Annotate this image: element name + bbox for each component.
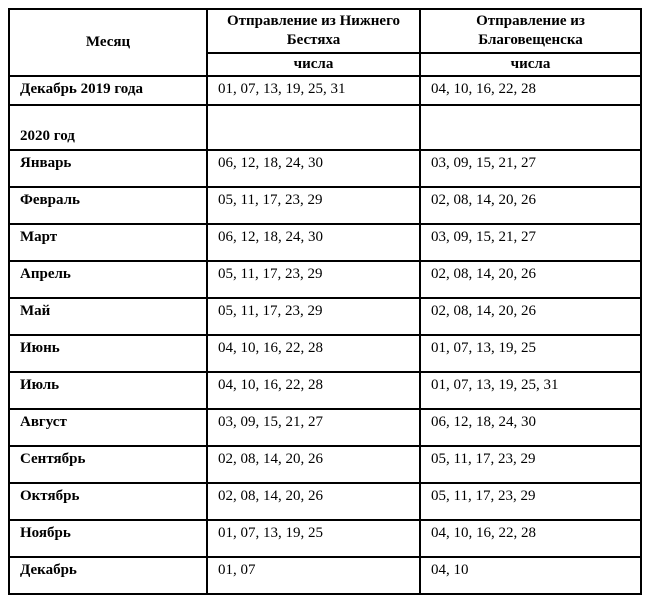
table-row-september: Сентябрь 02, 08, 14, 20, 26 05, 11, 17, … xyxy=(8,444,642,484)
table-row-january: Январь 06, 12, 18, 24, 30 03, 09, 15, 21… xyxy=(8,148,642,188)
empty-cell xyxy=(206,103,421,151)
bestyakh-dates-cell: 01, 07 xyxy=(206,555,421,595)
month-cell: Декабрь 2019 года xyxy=(8,74,208,106)
month-cell: Октябрь xyxy=(8,481,208,521)
month-cell: Ноябрь xyxy=(8,518,208,558)
header-month: Месяц xyxy=(8,8,208,77)
table-row-may: Май 05, 11, 17, 23, 29 02, 08, 14, 20, 2… xyxy=(8,296,642,336)
header-row-sub: числа числа xyxy=(9,51,642,77)
blagoveshchensk-dates-cell: 03, 09, 15, 21, 27 xyxy=(419,148,642,188)
header-blagoveshchensk-sub: числа xyxy=(419,51,642,77)
month-cell: Июль xyxy=(8,370,208,410)
bestyakh-dates-cell: 04, 10, 16, 22, 28 xyxy=(206,370,421,410)
blagoveshchensk-dates-cell: 04, 10 xyxy=(419,555,642,595)
header-bestyakh-sub: числа xyxy=(206,51,421,77)
bestyakh-dates-cell: 05, 11, 17, 23, 29 xyxy=(206,185,421,225)
month-cell: Март xyxy=(8,222,208,262)
header-blagoveshchensk-title: Отправление из Благовещенска xyxy=(419,8,642,54)
bestyakh-dates-cell: 02, 08, 14, 20, 26 xyxy=(206,444,421,484)
blagoveshchensk-dates-cell: 01, 07, 13, 19, 25 xyxy=(419,333,642,373)
table-row-february: Февраль 05, 11, 17, 23, 29 02, 08, 14, 2… xyxy=(8,185,642,225)
bestyakh-dates-cell: 05, 11, 17, 23, 29 xyxy=(206,296,421,336)
month-cell: Апрель xyxy=(8,259,208,299)
empty-cell xyxy=(419,103,642,151)
bestyakh-dates-cell: 06, 12, 18, 24, 30 xyxy=(206,148,421,188)
blagoveshchensk-dates-cell: 02, 08, 14, 20, 26 xyxy=(419,259,642,299)
blagoveshchensk-dates-cell: 05, 11, 17, 23, 29 xyxy=(419,444,642,484)
table-row-december-2019: Декабрь 2019 года 01, 07, 13, 19, 25, 31… xyxy=(8,74,642,106)
blagoveshchensk-dates-cell: 03, 09, 15, 21, 27 xyxy=(419,222,642,262)
section-row-2020: 2020 год xyxy=(8,103,642,151)
table-row-december: Декабрь 01, 07 04, 10 xyxy=(8,555,642,595)
month-cell: Август xyxy=(8,407,208,447)
month-cell: Январь xyxy=(8,148,208,188)
bestyakh-dates-cell: 04, 10, 16, 22, 28 xyxy=(206,333,421,373)
month-cell: Декабрь xyxy=(8,555,208,595)
bestyakh-dates-cell: 06, 12, 18, 24, 30 xyxy=(206,222,421,262)
bestyakh-dates-cell: 01, 07, 13, 19, 25 xyxy=(206,518,421,558)
table-row-june: Июнь 04, 10, 16, 22, 28 01, 07, 13, 19, … xyxy=(8,333,642,373)
table-row-august: Август 03, 09, 15, 21, 27 06, 12, 18, 24… xyxy=(8,407,642,447)
bestyakh-dates-cell: 03, 09, 15, 21, 27 xyxy=(206,407,421,447)
departure-schedule-table: Месяц Отправление из Нижнего Бестяха Отп… xyxy=(8,8,642,595)
blagoveshchensk-dates-cell: 05, 11, 17, 23, 29 xyxy=(419,481,642,521)
blagoveshchensk-dates-cell: 04, 10, 16, 22, 28 xyxy=(419,74,642,106)
table-row-march: Март 06, 12, 18, 24, 30 03, 09, 15, 21, … xyxy=(8,222,642,262)
section-2020-label: 2020 год xyxy=(8,103,208,151)
blagoveshchensk-dates-cell: 04, 10, 16, 22, 28 xyxy=(419,518,642,558)
bestyakh-dates-cell: 01, 07, 13, 19, 25, 31 xyxy=(206,74,421,106)
bestyakh-dates-cell: 05, 11, 17, 23, 29 xyxy=(206,259,421,299)
bestyakh-dates-cell: 02, 08, 14, 20, 26 xyxy=(206,481,421,521)
header-bestyakh-title: Отправление из Нижнего Бестяха xyxy=(206,8,421,54)
month-cell: Май xyxy=(8,296,208,336)
header-row-title: Месяц Отправление из Нижнего Бестяха Отп… xyxy=(8,8,642,77)
table-row-october: Октябрь 02, 08, 14, 20, 26 05, 11, 17, 2… xyxy=(8,481,642,521)
blagoveshchensk-dates-cell: 06, 12, 18, 24, 30 xyxy=(419,407,642,447)
blagoveshchensk-dates-cell: 02, 08, 14, 20, 26 xyxy=(419,296,642,336)
table-row-july: Июль 04, 10, 16, 22, 28 01, 07, 13, 19, … xyxy=(8,370,642,410)
blagoveshchensk-dates-cell: 01, 07, 13, 19, 25, 31 xyxy=(419,370,642,410)
blagoveshchensk-dates-cell: 02, 08, 14, 20, 26 xyxy=(419,185,642,225)
table-row-april: Апрель 05, 11, 17, 23, 29 02, 08, 14, 20… xyxy=(8,259,642,299)
month-cell: Июнь xyxy=(8,333,208,373)
month-cell: Сентябрь xyxy=(8,444,208,484)
month-cell: Февраль xyxy=(8,185,208,225)
table-row-november: Ноябрь 01, 07, 13, 19, 25 04, 10, 16, 22… xyxy=(8,518,642,558)
